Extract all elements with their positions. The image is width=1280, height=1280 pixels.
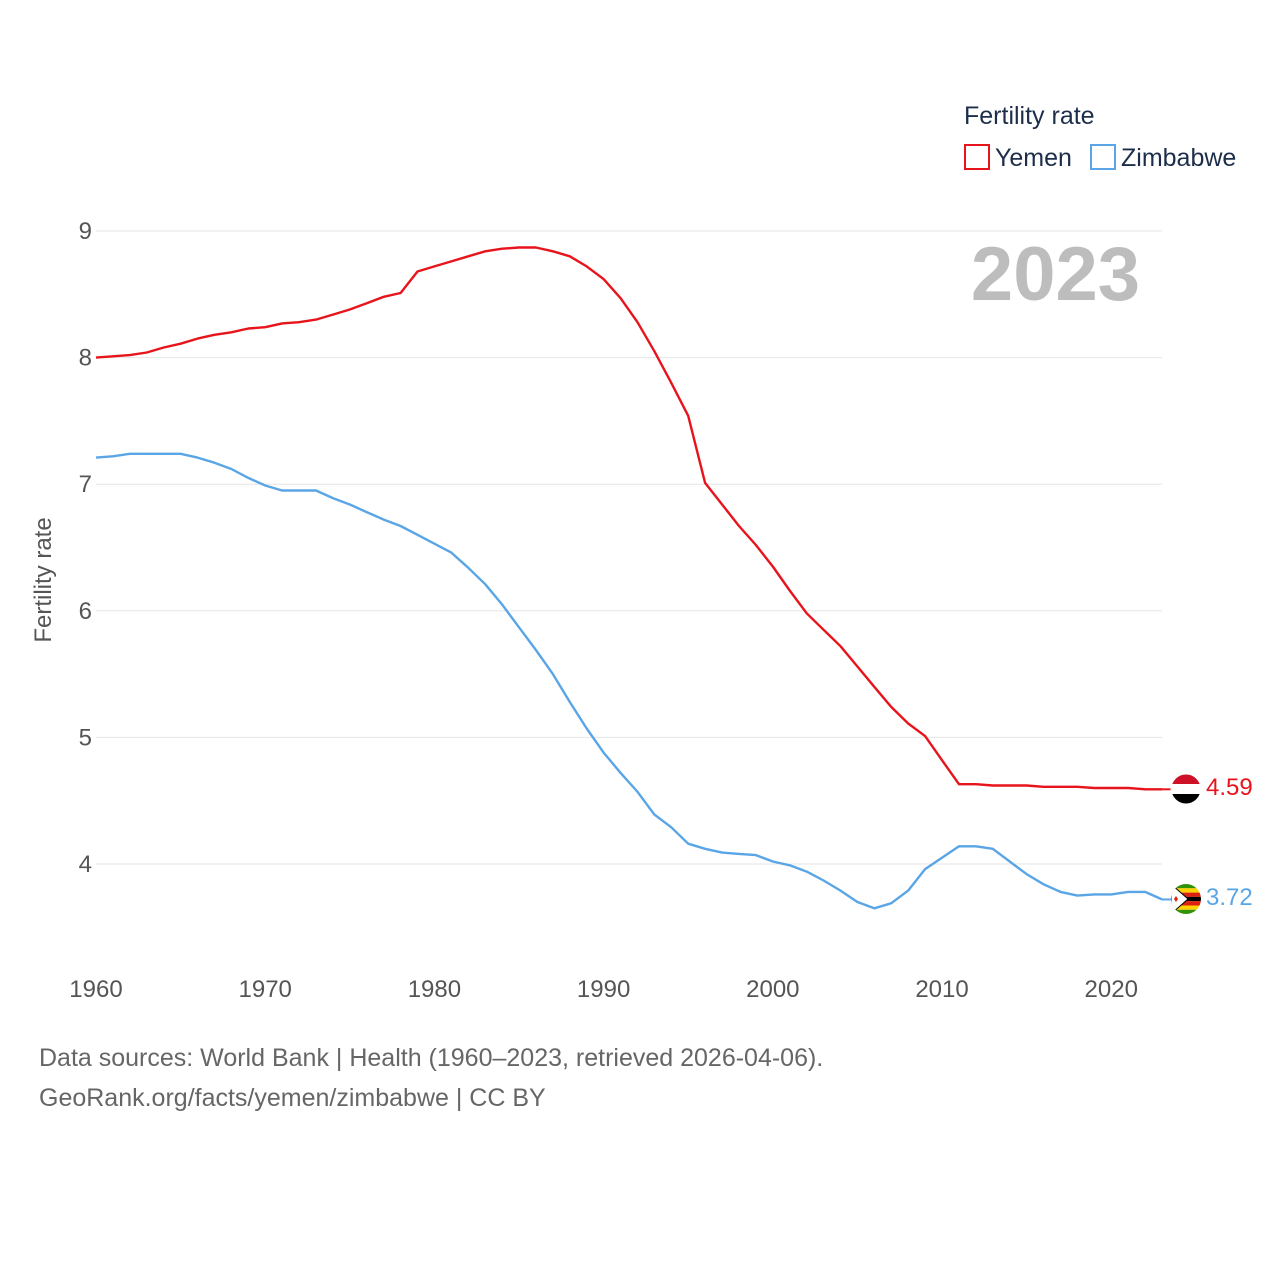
x-tick-label: 2010 (915, 976, 968, 1003)
y-tick-label: 4 (79, 851, 92, 878)
x-tick-label: 1980 (408, 976, 461, 1003)
legend-label-zimbabwe: Zimbabwe (1121, 144, 1236, 172)
zimbabwe-flag-icon (1171, 884, 1201, 914)
legend-item-yemen[interactable]: Yemen (964, 144, 1072, 172)
y-tick-label: 8 (79, 345, 92, 372)
series-line-zimbabwe[interactable] (95, 452, 1163, 910)
x-tick-label: 2000 (746, 976, 799, 1003)
y-axis-title: Fertility rate (30, 517, 57, 642)
footer-attribution[interactable]: GeoRank.org/facts/yemen/zimbabwe | CC BY (39, 1084, 546, 1112)
legend: Fertility rate Yemen Zimbabwe (964, 102, 1236, 172)
x-tick-label: 1970 (239, 976, 292, 1003)
legend-title: Fertility rate (964, 102, 1095, 130)
legend-swatch-zimbabwe (1090, 144, 1116, 170)
y-tick-label: 6 (79, 598, 92, 625)
series-line-yemen[interactable] (95, 246, 1162, 791)
legend-swatch-yemen (964, 144, 990, 170)
fertility-rate-chart: 4 5 6 7 8 9 1960 1970 1980 1990 2000 2010 2020 4.59… (30, 102, 1253, 1003)
year-watermark: 2023 (971, 232, 1140, 317)
y-tick-label: 5 (79, 724, 92, 751)
end-value-label-zimbabwe: 3.72 (1206, 884, 1253, 911)
end-value-label-yemen: 4.59 (1206, 774, 1253, 801)
yemen-flag-icon (1170, 773, 1202, 805)
x-tick-label: 1960 (69, 976, 122, 1003)
y-tick-label: 7 (79, 471, 92, 498)
x-tick-label: 2020 (1085, 976, 1138, 1003)
y-tick-label: 9 (79, 218, 92, 245)
footer-source: Data sources: World Bank | Health (1960–… (39, 1044, 824, 1072)
legend-item-zimbabwe[interactable]: Zimbabwe (1090, 144, 1236, 172)
legend-label-yemen: Yemen (995, 144, 1072, 172)
x-tick-label: 1990 (577, 976, 630, 1003)
